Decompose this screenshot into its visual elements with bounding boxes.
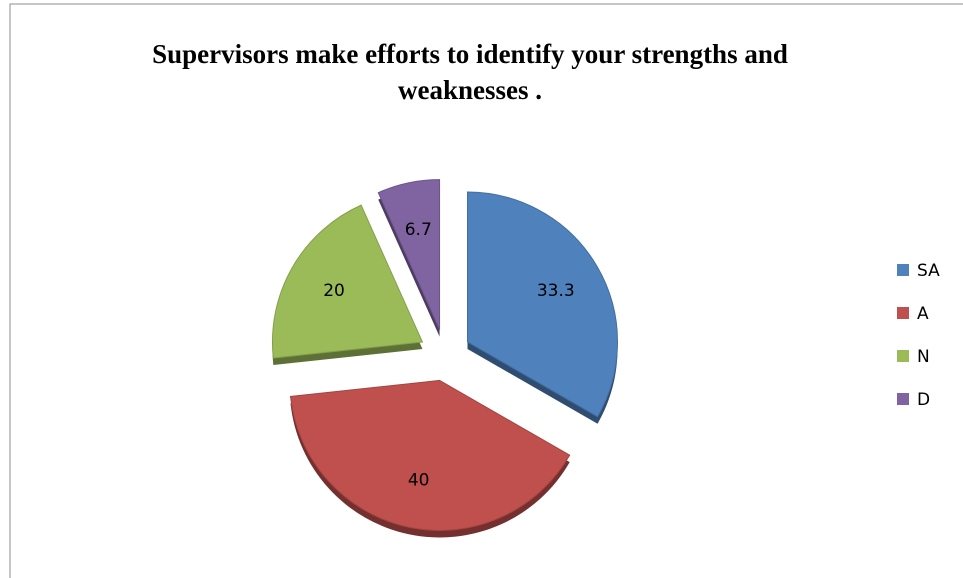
legend-label: D <box>917 390 930 410</box>
data-label: 6.7 <box>405 220 432 240</box>
legend-swatch <box>897 350 909 362</box>
legend-label: A <box>917 304 929 324</box>
legend-swatch <box>897 393 909 405</box>
data-label: 20 <box>323 281 345 301</box>
chart-border <box>9 3 963 578</box>
pie-slice <box>467 191 618 418</box>
pie-slice <box>272 204 424 359</box>
legend-label: SA <box>917 261 940 281</box>
legend-swatch <box>897 264 909 276</box>
chart-title: Supervisors make efforts to identify you… <box>152 39 788 105</box>
pie-slice <box>289 379 571 531</box>
legend-label: N <box>917 347 930 367</box>
legend-swatch <box>897 307 909 319</box>
data-label: 40 <box>408 470 430 490</box>
data-label: 33.3 <box>537 281 575 301</box>
pie-slice <box>377 179 441 330</box>
